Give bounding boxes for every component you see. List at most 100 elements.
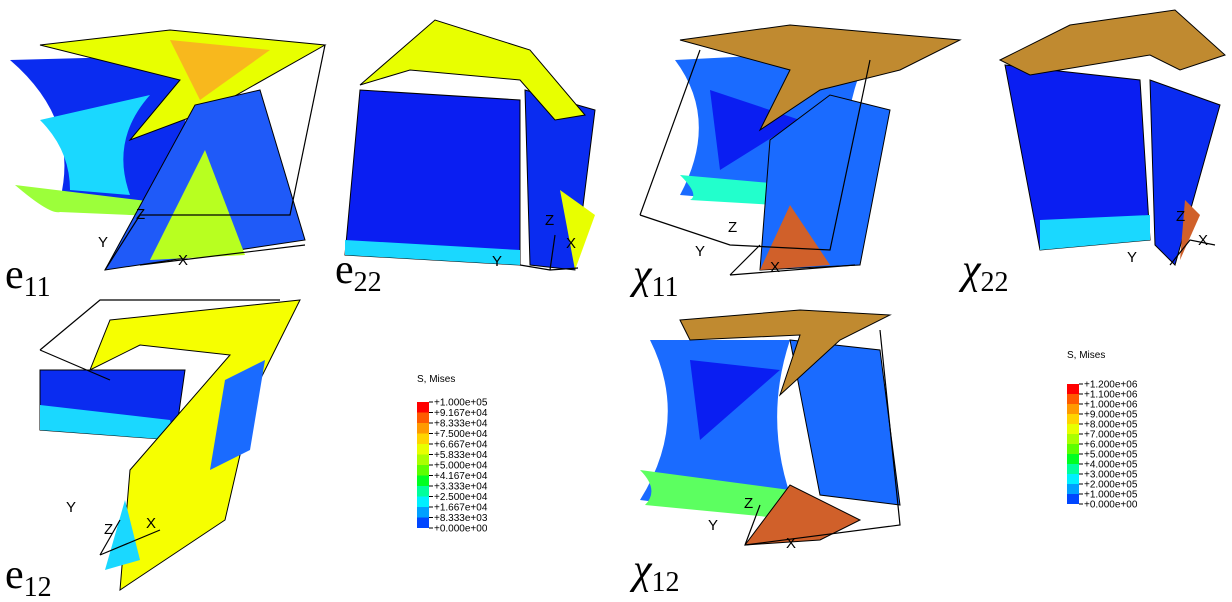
legend-label: +3.333e+04 — [434, 482, 488, 493]
legend-label: +6.000e+05 — [1084, 440, 1138, 451]
legend-label: +1.000e+05 — [434, 398, 488, 409]
axis-label: Z — [744, 495, 753, 512]
legend-swatch — [1067, 444, 1079, 454]
legend-swatch — [1067, 464, 1079, 474]
legend-swatch — [417, 433, 429, 444]
leg-patch — [105, 500, 140, 570]
wall-patch — [560, 190, 595, 270]
legend-swatch — [1067, 414, 1079, 424]
legend-label: +0.000e+00 — [434, 524, 488, 535]
leg-patch — [1180, 200, 1200, 260]
legend-swatch — [1067, 484, 1079, 494]
legend-swatch — [417, 507, 429, 518]
panel-label: χ11 — [629, 252, 678, 303]
legend-label: +2.500e+04 — [434, 492, 488, 503]
legend-label: +8.333e+04 — [434, 419, 488, 430]
axis-label: Z — [104, 521, 113, 538]
wall-edge — [345, 240, 520, 265]
legend-label: +1.100e+06 — [1084, 390, 1138, 401]
panel-label: e11 — [5, 252, 51, 303]
legend-swatch — [417, 486, 429, 497]
legend-label: +8.000e+05 — [1084, 420, 1138, 431]
panel-label: e12 — [5, 552, 52, 602]
legend-label: +1.667e+04 — [434, 503, 488, 514]
legend-label: +5.833e+04 — [434, 450, 488, 461]
top-plate — [679, 24, 962, 132]
axis-label: X — [1198, 232, 1208, 249]
wall-right — [1149, 79, 1221, 266]
axis-label: Z — [136, 206, 145, 223]
legend-swatch — [1067, 384, 1079, 394]
panel-chi11 — [639, 24, 962, 276]
wall-edge — [1040, 215, 1150, 250]
legend-label: +9.167e+04 — [434, 408, 488, 419]
legend-swatch — [1067, 494, 1079, 504]
leg-patch — [760, 205, 830, 270]
legend-swatch — [417, 454, 429, 465]
axis-label: X — [770, 259, 780, 276]
legend-label: +3.000e+05 — [1084, 470, 1138, 481]
legend-label: +5.000e+04 — [434, 461, 488, 472]
legend-swatch — [1067, 404, 1079, 414]
legend-swatch — [417, 465, 429, 476]
legend-swatch — [417, 402, 429, 413]
panel-e11 — [10, 29, 327, 271]
panel-label: e22 — [335, 247, 382, 298]
legend-swatch — [1067, 454, 1079, 464]
top-plate — [679, 309, 892, 397]
legend-label: +1.000e+05 — [1084, 490, 1138, 501]
axis-label: Y — [492, 253, 502, 270]
wall-edge — [640, 470, 800, 520]
legend-label: +8.333e+03 — [434, 513, 488, 524]
wall-patch — [40, 95, 150, 195]
leg-patch — [150, 150, 245, 260]
legend-label: +5.000e+05 — [1084, 450, 1138, 461]
axis-label: Y — [1127, 249, 1137, 266]
legend-label: +4.167e+04 — [434, 471, 488, 482]
axis-label: Z — [545, 212, 554, 229]
wall-right — [789, 339, 901, 506]
legend-swatch — [417, 475, 429, 486]
wall-patch — [710, 90, 800, 170]
leg-patch — [743, 484, 862, 546]
axis-label: Y — [66, 499, 76, 516]
legend-label: +4.000e+05 — [1084, 460, 1138, 471]
legend-title: S, Mises — [417, 374, 455, 385]
axis-label: X — [786, 535, 796, 552]
legend-swatch — [417, 496, 429, 507]
panel-chi22 — [998, 9, 1226, 266]
legend-label: +6.667e+04 — [434, 440, 488, 451]
axis-label: Z — [1176, 208, 1185, 225]
legend-label: +7.000e+05 — [1084, 430, 1138, 441]
legend-swatch — [1067, 474, 1079, 484]
wall — [344, 89, 521, 266]
panel-label: χ12 — [629, 547, 679, 598]
legend-swatch — [417, 517, 429, 528]
legend-title: S, Mises — [1067, 350, 1105, 361]
legend-swatch — [417, 444, 429, 455]
panel-chi12 — [640, 309, 901, 546]
legend-label: +7.500e+04 — [434, 429, 488, 440]
wall-edge — [40, 405, 175, 440]
axis-label: Y — [708, 517, 718, 534]
axis-label: Y — [98, 234, 108, 251]
legend-swatch — [1067, 424, 1079, 434]
axis-label: Y — [695, 243, 705, 260]
legend-swatch — [417, 423, 429, 434]
top-patch — [170, 40, 270, 100]
wall-right — [210, 360, 265, 470]
wall-patch — [690, 360, 780, 440]
top-plate — [359, 19, 586, 121]
panel-e12 — [39, 299, 301, 591]
legend-swatch — [417, 412, 429, 423]
axis-label: X — [566, 235, 576, 252]
legend-swatch — [1067, 394, 1079, 404]
legend-label: +2.000e+05 — [1084, 480, 1138, 491]
panel-e22 — [344, 19, 596, 271]
legend-label: +0.000e+00 — [1084, 500, 1138, 511]
panel-label: χ22 — [958, 247, 1008, 298]
legend-label: +1.200e+06 — [1084, 380, 1138, 391]
legend-swatch — [1067, 434, 1079, 444]
legend-label: +1.000e+06 — [1084, 400, 1138, 411]
